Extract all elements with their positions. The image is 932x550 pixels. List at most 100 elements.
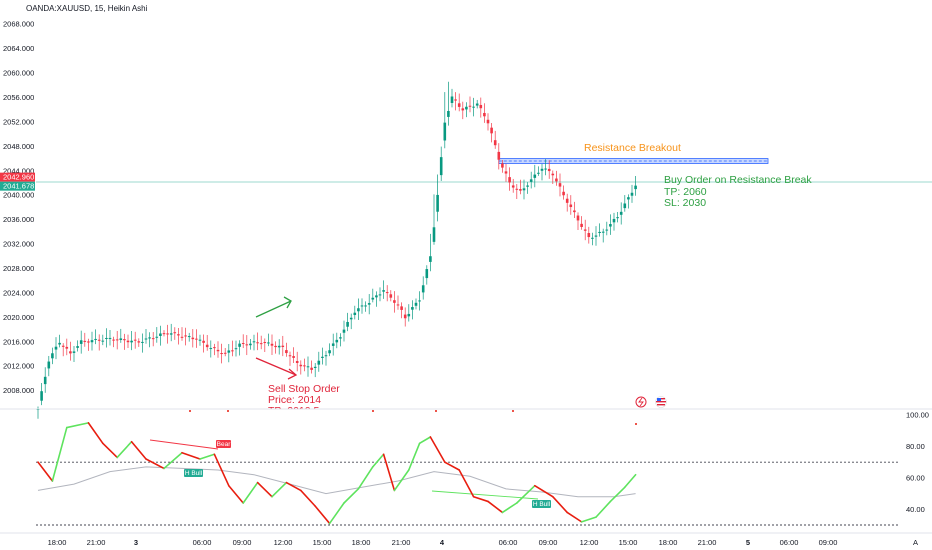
candle-body xyxy=(51,353,54,359)
hidden-bull-badge-2[interactable] xyxy=(532,500,551,508)
candle-body xyxy=(61,345,65,347)
oscillator-segment xyxy=(443,461,461,471)
lightning-event-icon[interactable] xyxy=(635,396,647,408)
symbol-title: OANDA:XAUUSD, 15, Heikin Ashi xyxy=(26,4,148,13)
candle-body xyxy=(515,188,519,190)
oscillator-segment xyxy=(228,484,244,504)
candle-body xyxy=(151,338,155,340)
candle-body xyxy=(285,350,288,354)
hidden-bull-badge-1[interactable] xyxy=(184,469,203,477)
candle-body xyxy=(400,306,403,310)
candle-body xyxy=(90,340,94,343)
candle-body xyxy=(396,304,400,306)
time-axis[interactable]: 18:00 21:00 3 06:00 09:00 12:00 15:00 18:00 21:0… xyxy=(48,538,838,547)
oscillator-segment xyxy=(163,451,183,470)
candle-body xyxy=(558,183,562,187)
candle-body xyxy=(83,340,87,342)
candle-body xyxy=(630,192,634,196)
candle-body xyxy=(130,340,133,343)
candle-body xyxy=(479,104,483,109)
candle-body xyxy=(321,356,324,358)
candle-body xyxy=(303,365,306,367)
candle-body xyxy=(79,340,83,344)
candle-body xyxy=(281,345,285,348)
candle-body xyxy=(418,300,421,302)
oscillator-axis[interactable]: 100.00 80.00 60.00 40.00 A xyxy=(906,411,929,548)
candle-body xyxy=(213,347,216,349)
price-tick-label: 2028.000 xyxy=(3,264,34,273)
hidden-bull-badge-1-label: H Bull xyxy=(185,470,203,477)
price-tick-label: 2012.000 xyxy=(3,362,34,371)
candle-body xyxy=(511,185,515,188)
candle-body xyxy=(587,233,591,238)
oscillator-segment xyxy=(371,453,385,468)
candle-body xyxy=(241,343,245,345)
candle-body xyxy=(227,350,231,353)
time-tick-label: 06:00 xyxy=(780,538,799,547)
bullish-arrow-head-icon xyxy=(283,296,292,309)
oscillator-segment xyxy=(566,511,583,523)
oscillator-segment xyxy=(271,481,288,498)
candle-body xyxy=(501,163,504,168)
oscillator-segment xyxy=(472,495,489,503)
sell-stop-title: Sell Stop Order xyxy=(268,383,340,395)
oscillator-segment xyxy=(116,440,133,459)
other-price-label: 2042.960 xyxy=(3,173,34,182)
candle-body xyxy=(195,338,198,340)
oscillator-segment xyxy=(487,500,504,514)
candle-body xyxy=(580,223,583,227)
candle-body xyxy=(432,227,436,242)
candle-body xyxy=(483,112,486,117)
candle-body xyxy=(472,106,475,108)
time-tick-label: 18:00 xyxy=(659,538,678,547)
candle-body xyxy=(252,341,256,343)
sell-stop-tp: TP: 2010.5 xyxy=(268,405,320,417)
bear-divergence-line xyxy=(149,439,219,450)
osc-dot xyxy=(189,410,191,412)
us-flag-canton xyxy=(657,398,661,401)
event-icons[interactable] xyxy=(635,396,667,408)
candle-body xyxy=(522,188,526,191)
candle-body xyxy=(231,350,234,352)
candle-body xyxy=(191,337,195,340)
candle-body xyxy=(324,355,328,357)
price-tick-label: 2020.000 xyxy=(3,313,34,322)
buy-order-sl: SL: 2030 xyxy=(664,197,706,209)
candle-body xyxy=(414,302,418,306)
candle-body xyxy=(256,342,259,344)
candle-body xyxy=(425,269,429,279)
oscillator-segment xyxy=(609,486,626,503)
candle-body xyxy=(245,344,249,346)
oscillator-segment xyxy=(623,473,637,489)
candle-body xyxy=(382,290,385,292)
candle-body xyxy=(198,339,202,341)
price-tick-label: 2052.000 xyxy=(3,117,34,126)
bear-badge[interactable] xyxy=(216,440,231,448)
oscillator-segment xyxy=(51,426,68,482)
oscillator-segment xyxy=(429,436,446,463)
candle-body xyxy=(317,360,321,365)
oscillator-segment xyxy=(393,469,410,492)
candle-body xyxy=(259,343,263,345)
time-tick-label: 3 xyxy=(134,538,138,547)
candle-body xyxy=(306,366,310,368)
candle-body xyxy=(439,157,443,176)
candle-body xyxy=(616,217,619,219)
price-axis[interactable]: 2008.000 2012.000 2016.000 2020.000 2024.000… xyxy=(0,20,35,395)
candle-body xyxy=(238,343,241,347)
candle-body xyxy=(378,294,382,296)
osc-tick-label: 100.00 xyxy=(906,411,929,420)
candle-body xyxy=(612,218,616,223)
candle-body xyxy=(591,237,594,239)
candle-body xyxy=(249,343,252,346)
candle-body xyxy=(274,345,277,348)
oscillator-dots xyxy=(189,410,637,425)
candle-body xyxy=(173,332,177,334)
auto-scale-marker[interactable]: A xyxy=(913,538,918,547)
price-tick-label: 2024.000 xyxy=(3,288,34,297)
candlestick-series xyxy=(36,81,637,419)
osc-dot xyxy=(372,410,374,412)
candle-body xyxy=(76,346,79,348)
candle-body xyxy=(353,312,357,316)
